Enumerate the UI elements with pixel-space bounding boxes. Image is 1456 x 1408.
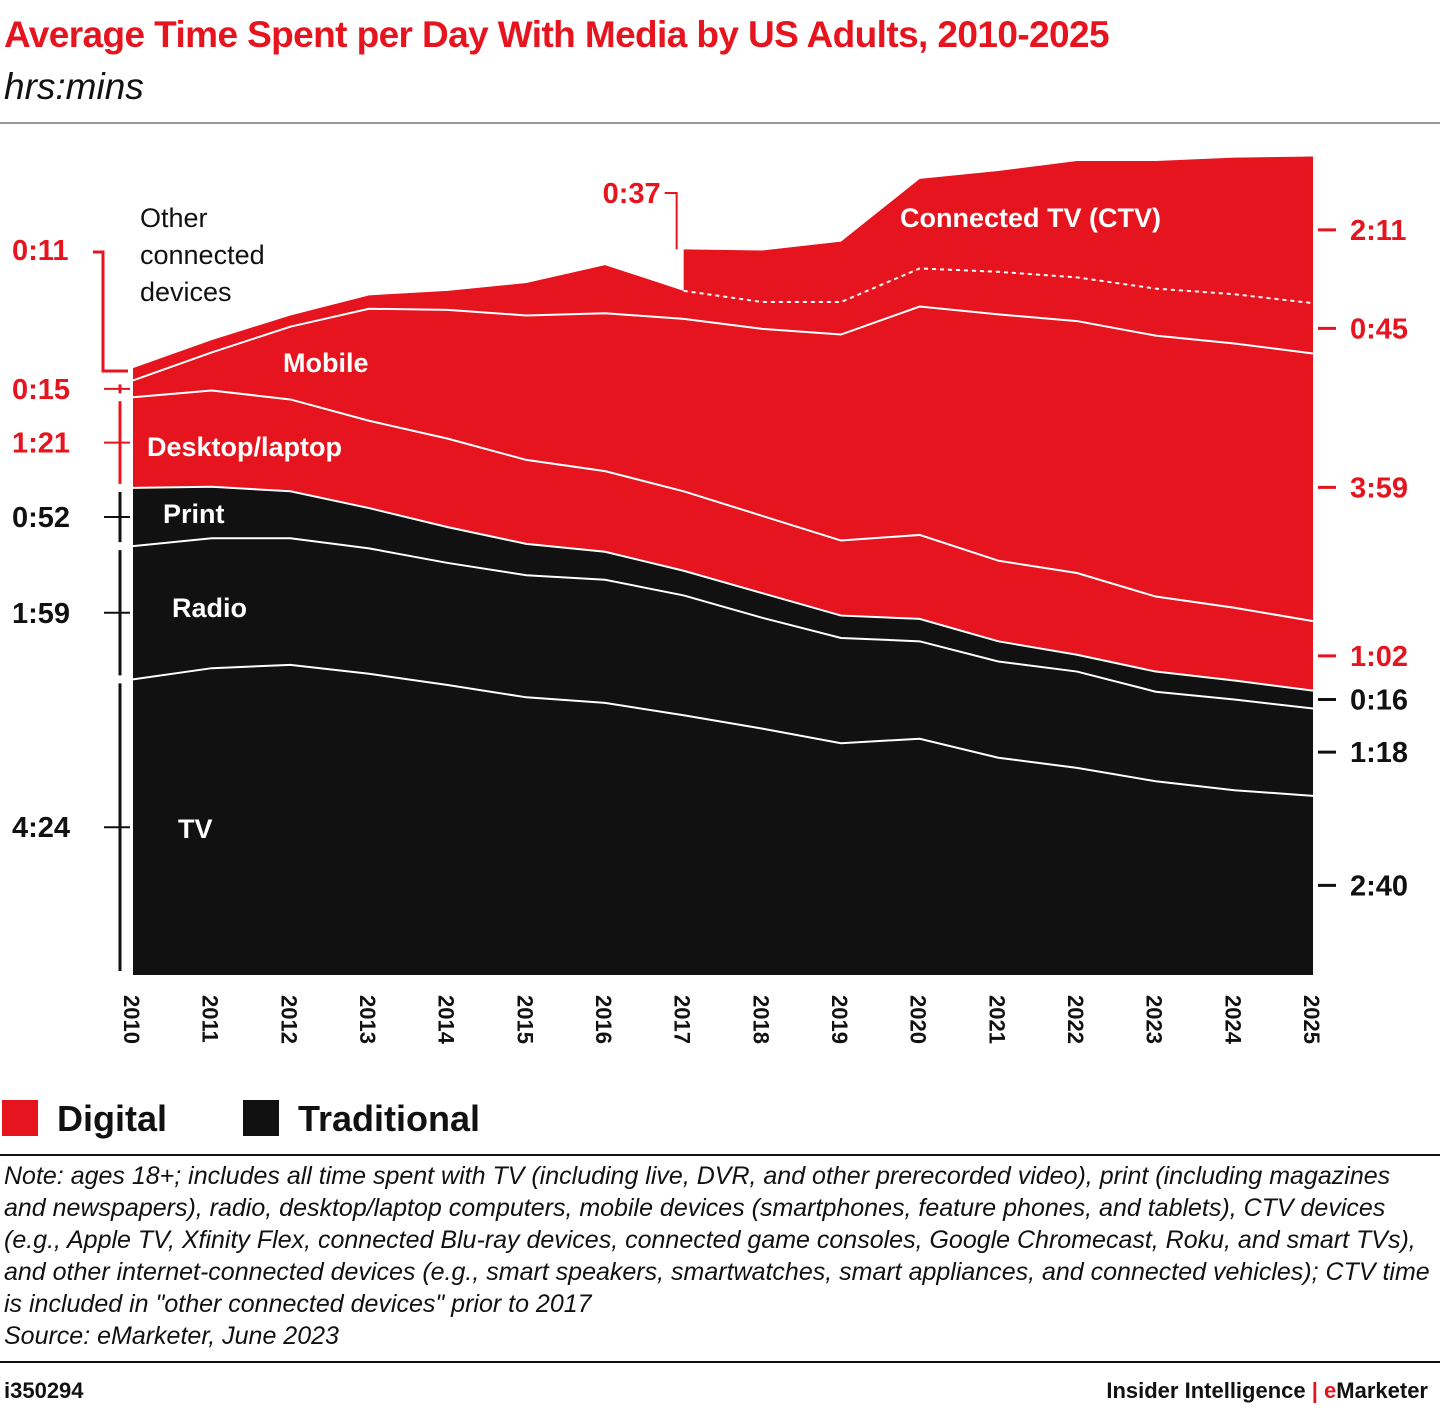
value-label: 0:11 [12, 235, 68, 267]
label-connector [93, 250, 128, 373]
x-tick-label: 2017 [670, 995, 695, 1044]
series-label: Connected TV (CTV) [900, 203, 1161, 233]
x-tick-label: 2022 [1063, 995, 1088, 1044]
area-boundary [132, 537, 1314, 710]
value-label: 1:59 [12, 598, 70, 630]
footer-brand: Insider Intelligence | eMarketer [1106, 1378, 1428, 1404]
x-tick-label: 2013 [355, 995, 380, 1044]
value-label: 0:52 [12, 502, 70, 534]
legend-swatch [2, 1100, 38, 1136]
legend-label: Traditional [298, 1098, 480, 1139]
value-label: 2:11 [1350, 215, 1406, 247]
chart-title: Average Time Spent per Day With Media by… [4, 14, 1110, 55]
chart-id: i350294 [4, 1378, 84, 1403]
area-boundary [683, 267, 1314, 305]
value-label: 4:24 [12, 812, 70, 844]
series-label: TV [178, 814, 213, 844]
series-label: Radio [172, 593, 248, 623]
publisher: Insider Intelligence [1106, 1378, 1306, 1403]
separator: | [1311, 1378, 1318, 1403]
divider [0, 1154, 1440, 1156]
legend-label: Digital [57, 1098, 167, 1139]
value-label: 2:40 [1350, 870, 1408, 902]
value-label: 0:15 [12, 374, 70, 406]
area [133, 486, 1313, 709]
legend-swatch [243, 1100, 279, 1136]
x-tick-label: 2011 [198, 995, 223, 1043]
x-tick-label: 2021 [984, 995, 1009, 1044]
note: Note: ages 18+; includes all time spent … [4, 1162, 1430, 1318]
chart: 2010 2011 2012 2013 2014 2015 2016 2017 2018 2019… [2, 156, 1408, 1139]
source: Source: eMarketer, June 2023 [4, 1322, 339, 1350]
value-label: 1:02 [1350, 641, 1408, 673]
x-tick-label: 2018 [748, 995, 773, 1044]
value-label: 3:59 [1350, 472, 1408, 504]
value-label: 1:21 [12, 428, 70, 460]
x-tick-label: 2010 [119, 995, 144, 1044]
divider [0, 122, 1440, 124]
area [683, 156, 1313, 304]
series-label: Mobile [283, 348, 369, 378]
x-tick-label: 2019 [827, 995, 852, 1044]
x-tick-label: 2012 [276, 995, 301, 1044]
area-boundary [132, 305, 1314, 382]
x-tick-label: 2014 [434, 995, 459, 1045]
x-tick-label: 2020 [906, 995, 931, 1044]
value-label: 0:37 [603, 178, 661, 210]
series-label: Print [163, 499, 225, 529]
divider [0, 1361, 1440, 1363]
area-boundary [132, 485, 1314, 692]
series-label: Other connected devices [140, 203, 265, 307]
area-boundary [132, 389, 1314, 623]
brand: eMarketer [1324, 1378, 1428, 1403]
value-label: 1:18 [1350, 737, 1408, 769]
area [133, 306, 1313, 622]
x-tick-label: 2025 [1299, 995, 1324, 1044]
series-label: Desktop/laptop [147, 432, 343, 462]
area-boundary [132, 663, 1314, 797]
x-tick-label: 2016 [591, 995, 616, 1044]
area [133, 390, 1313, 691]
x-tick-label: 2015 [512, 995, 537, 1044]
area [133, 538, 1313, 796]
x-tick-label: 2024 [1220, 995, 1245, 1045]
x-tick-label: 2023 [1142, 995, 1167, 1044]
area [133, 664, 1313, 975]
value-label: 0:16 [1350, 685, 1408, 717]
label-connector [664, 192, 678, 250]
area [133, 265, 1313, 381]
chart-subtitle: hrs:mins [4, 66, 144, 107]
value-label: 0:45 [1350, 313, 1408, 345]
